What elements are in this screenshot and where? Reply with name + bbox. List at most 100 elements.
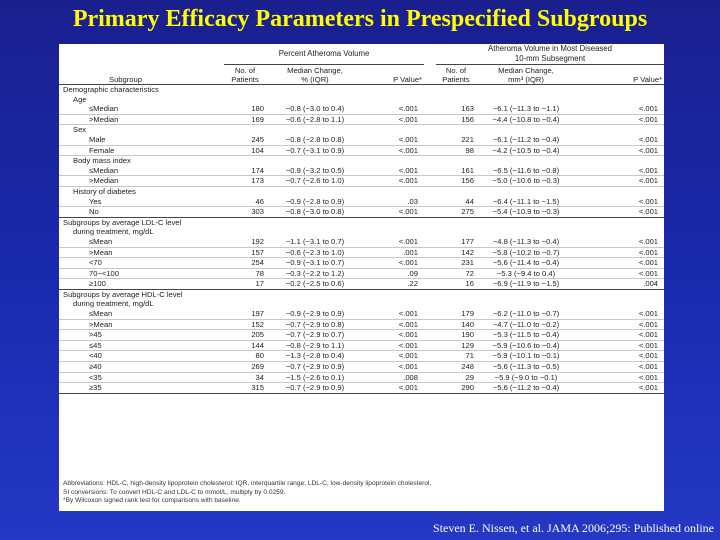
pav-median-change: −0.7 (−2.9 to 0.9): [266, 361, 364, 373]
atheroma-patients: 221: [436, 134, 476, 146]
column-header-row: Subgroup No. of Patients Median Change,% …: [59, 64, 664, 85]
pav-patients: 169: [224, 114, 266, 126]
empty-cell: [224, 125, 664, 135]
atheroma-patients: 231: [436, 257, 476, 269]
pav-patients: 104: [224, 145, 266, 157]
table-row: ≤45 144 −0.8 (−2.9 to 1.1) <.001 129 −5.9 (−1…: [59, 340, 664, 352]
atheroma-patients: 142: [436, 247, 476, 259]
table-section-row: Subgroups by average HDL-C level: [59, 289, 664, 299]
table-row: >45 205 −0.7 (−2.9 to 0.7) <.001 190 −5.3 (−1…: [59, 329, 664, 341]
spacer-cell: [424, 319, 436, 331]
subgroup-label: ≥100: [59, 278, 224, 290]
table-section-row: during treatment, mg/dL: [59, 299, 664, 309]
atheroma-p-value: <.001: [576, 361, 664, 373]
pav-patients: 17: [224, 278, 266, 290]
atheroma-median-change: −6.9 (−11.9 to −1.5): [476, 278, 576, 290]
pav-p-value: <.001: [364, 340, 424, 352]
pav-p-value: .001: [364, 247, 424, 259]
subgroup-label: Age: [73, 94, 87, 104]
table-section-row: Demographic characteristics: [59, 85, 664, 95]
pav-median-change: −0.3 (−2.2 to 1.2): [266, 268, 364, 280]
atheroma-median-change: −5.6 (−11.3 to −0.5): [476, 361, 576, 373]
table-row: Yes 46 −0.9 (−2.8 to 0.9) .03 44 −6.4 (−11.1 …: [59, 196, 664, 208]
table-section-row: Age: [59, 95, 664, 105]
subgroup-label: >Mean: [59, 319, 224, 331]
slide-title: Primary Efficacy Parameters in Prespecif…: [72, 6, 648, 32]
subgroup-label: >Mean: [59, 247, 224, 259]
pav-group-header: Percent Atheroma Volume: [224, 44, 424, 65]
atheroma-median-change: −6.5 (−11.6 to −0.8): [476, 165, 576, 177]
subgroup-label: Female: [59, 145, 224, 157]
pav-patients: 205: [224, 329, 266, 341]
pav-p-value: .03: [364, 196, 424, 208]
atheroma-median-change: −4.2 (−10.5 to −0.4): [476, 145, 576, 157]
table-row: >Mean 152 −0.7 (−2.9 to 0.8) <.001 140 −4.7 (…: [59, 319, 664, 331]
atheroma-patients: 129: [436, 340, 476, 352]
table-row: No 303 −0.8 (−3.0 to 0.8) <.001 275 −5.4 (−10…: [59, 206, 664, 218]
subgroup-label: >45: [59, 329, 224, 341]
pav-p-value: <.001: [364, 206, 424, 218]
table-row: Male 245 −0.8 (−2.8 to 0.8) <.001 221 −6.1 (−…: [59, 134, 664, 146]
atheroma-patients: 275: [436, 206, 476, 218]
pav-p-value: <.001: [364, 309, 424, 320]
pav-patients: 157: [224, 247, 266, 259]
pav-patients: 197: [224, 309, 266, 320]
table-row: >Median 173 −0.7 (−2.6 to 1.0) <.001 156 −5.0…: [59, 175, 664, 187]
footnote-abbreviations: Abbreviations: HDL-C, high-density lipop…: [63, 480, 432, 487]
empty-cell: [224, 289, 664, 299]
table-row: >Mean 157 −0.6 (−2.3 to 1.0) .001 142 −5.8 (−…: [59, 247, 664, 259]
pav-median-change: −0.6 (−2.3 to 1.0): [266, 247, 364, 259]
subgroup-label: Yes: [59, 196, 224, 208]
table-row: ≤Mean 197 −0.9 (−2.9 to 0.9) <.001 179 −6.2 (…: [59, 309, 664, 320]
pav-p-value: <.001: [364, 145, 424, 157]
atheroma-p-value: <.001: [576, 309, 664, 320]
atheroma-patients: 190: [436, 329, 476, 341]
atheroma-median-change: −5.3 (−11.5 to −0.4): [476, 329, 576, 341]
footnotes: Abbreviations: HDL-C, high-density lipop…: [63, 480, 661, 506]
table-row: <35 34 −1.5 (−2.6 to 0.1) .008 29 −5.9 (−9.0 …: [59, 372, 664, 384]
spacer-cell: [424, 350, 436, 363]
atheroma-patients: 290: [436, 382, 476, 394]
table-section-row: Sex: [59, 125, 664, 135]
atheroma-median-change: −6.1 (−11.2 to −0.4): [476, 134, 576, 146]
table-row: ≥100 17 −0.2 (−2.5 to 0.6) .22 16 −6.9 (−11.9…: [59, 278, 664, 290]
table-row: ≥40 269 −0.7 (−2.9 to 0.9) <.001 248 −5.6 (−1…: [59, 361, 664, 373]
empty-cell: [224, 85, 664, 95]
pav-median-change: −0.8 (−2.9 to 1.1): [266, 340, 364, 352]
subgroup-label: >Median: [59, 175, 224, 187]
footnote-si-conversions: SI conversions: To convert HDL-C and LDL…: [63, 488, 286, 496]
subgroup-label: No: [59, 206, 224, 218]
footnote-wilcoxon: *By Wilcoxon signed rank test for compar…: [63, 497, 241, 505]
table-row: Female 104 −0.7 (−3.1 to 0.9) <.001 98 −4.2 (…: [59, 145, 664, 157]
spacer-cell: [424, 361, 436, 373]
pav-median-change: −0.8 (−3.0 to 0.8): [266, 206, 364, 218]
subgroup-label: Subgroups by average LDL-C level: [63, 217, 182, 227]
pav-p-value: <.001: [364, 350, 424, 363]
table-row: ≤Median 174 −0.9 (−3.2 to 0.5) <.001 161 −6.5…: [59, 165, 664, 177]
subgroup-label: ≤45: [59, 340, 224, 352]
table-section-row: History of diabetes: [59, 186, 664, 196]
table-section-row: during treatment, mg/dL: [59, 227, 664, 237]
atheroma-p-value: <.001: [576, 236, 664, 248]
spacer-cell: [424, 268, 436, 280]
atheroma-patients: 161: [436, 165, 476, 177]
col-pvalue-atheroma: P Value*: [576, 64, 664, 85]
pav-median-change: −0.9 (−3.1 to 0.7): [266, 257, 364, 269]
empty-cell: [224, 217, 664, 227]
atheroma-p-value: <.001: [576, 382, 664, 394]
atheroma-median-change: −5.8 (−10.2 to −0.7): [476, 247, 576, 259]
pav-median-change: −0.7 (−2.9 to 0.8): [266, 319, 364, 331]
subgroup-label: during treatment, mg/dL: [73, 299, 154, 309]
atheroma-median-change: −5.4 (−10.9 to −0.3): [476, 206, 576, 218]
pav-patients: 152: [224, 319, 266, 331]
empty-cell: [224, 227, 664, 237]
pav-p-value: <.001: [364, 114, 424, 126]
subgroup-label: Subgroups by average HDL-C level: [63, 289, 183, 299]
subgroup-label: ≤Mean: [59, 309, 224, 320]
pav-median-change: −0.9 (−3.2 to 0.5): [266, 165, 364, 177]
pav-patients: 269: [224, 361, 266, 373]
pav-p-value: <.001: [364, 329, 424, 341]
col-median-pct: Median Change,% (IQR): [266, 64, 364, 85]
subgroup-label: History of diabetes: [73, 186, 136, 196]
spacer-cell: [424, 165, 436, 177]
